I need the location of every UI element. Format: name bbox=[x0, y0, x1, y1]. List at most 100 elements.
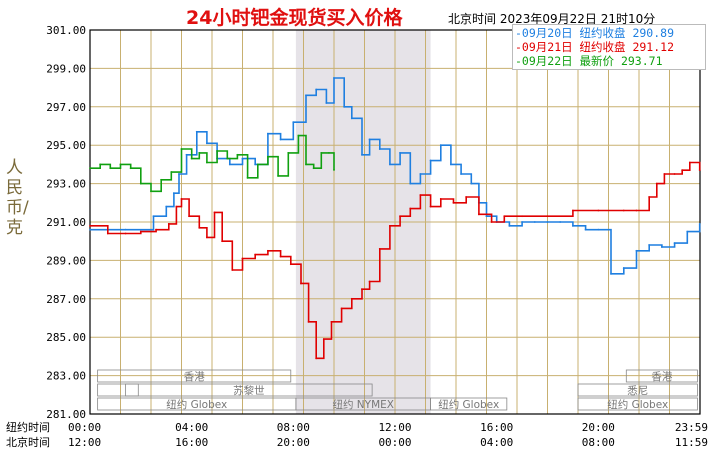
y-tick-label: 293.00 bbox=[46, 178, 86, 191]
market-session-label: 香港 bbox=[651, 371, 672, 383]
data-point bbox=[378, 148, 381, 150]
data-point bbox=[419, 173, 422, 175]
data-point bbox=[521, 221, 523, 223]
data-point bbox=[452, 201, 455, 204]
data-point bbox=[226, 157, 229, 160]
data-point bbox=[267, 155, 269, 158]
data-point bbox=[185, 153, 188, 156]
data-point bbox=[681, 169, 684, 172]
market-session-bar bbox=[577, 383, 698, 397]
data-point bbox=[198, 151, 201, 154]
data-point bbox=[322, 338, 325, 341]
chart-subtitle: 北京时间 2023年09月22日 21时10分 bbox=[448, 12, 656, 26]
x-axis-ticks: 纽约时间 00:00 04:00 08:00 12:00 16:00 20:00 23:59 北… bbox=[6, 420, 708, 449]
x-tick-label: 00:00 bbox=[378, 436, 411, 449]
data-point bbox=[460, 173, 462, 175]
data-point bbox=[660, 246, 663, 248]
data-point bbox=[635, 209, 638, 212]
data-point bbox=[99, 163, 102, 166]
data-point bbox=[673, 173, 676, 175]
data-point bbox=[89, 228, 91, 231]
x-tick-label: 12:00 bbox=[68, 436, 101, 449]
data-point bbox=[297, 134, 300, 137]
y-tick-label: 289.00 bbox=[46, 254, 86, 267]
market-session-bar bbox=[125, 383, 373, 397]
x-tick-label: 16:00 bbox=[175, 436, 208, 449]
data-point bbox=[465, 196, 468, 198]
y-tick-label: 285.00 bbox=[46, 331, 86, 344]
x-tick-label: 04:00 bbox=[175, 421, 208, 434]
data-point bbox=[663, 173, 666, 175]
x-tick-label: 20:00 bbox=[277, 436, 310, 449]
data-point bbox=[180, 148, 183, 150]
data-point bbox=[195, 130, 198, 133]
data-point bbox=[648, 244, 651, 246]
data-point bbox=[175, 205, 178, 208]
y-tick-label: 301.00 bbox=[46, 24, 86, 37]
data-point bbox=[307, 320, 310, 323]
data-point bbox=[389, 163, 391, 166]
x-tick-label: 11:59 bbox=[675, 436, 708, 449]
market-session-label: 香港 bbox=[184, 371, 205, 383]
market-session-bar bbox=[577, 397, 698, 411]
y-tick-label: 297.00 bbox=[46, 101, 86, 114]
legend-item-0921: -09月21日 纽约收盘 291.12 bbox=[515, 40, 675, 54]
data-point bbox=[292, 121, 295, 124]
data-point bbox=[328, 151, 330, 154]
data-point bbox=[287, 151, 290, 154]
data-point bbox=[267, 132, 269, 135]
y-axis-ticks: 281.00 283.00 285.00 287.00 289.00 291.00 293.… bbox=[46, 24, 86, 421]
legend: -09月20日 纽约收盘 290.89 -09月21日 纽约收盘 291.12 … bbox=[512, 24, 706, 70]
data-point bbox=[155, 228, 157, 231]
x-tick-label: 00:00 bbox=[68, 421, 101, 434]
data-point bbox=[698, 169, 701, 172]
data-point bbox=[477, 213, 480, 216]
data-point bbox=[688, 161, 691, 164]
data-point bbox=[503, 215, 506, 218]
data-point bbox=[320, 151, 323, 154]
data-point bbox=[378, 247, 381, 250]
market-session-bar bbox=[97, 369, 292, 383]
data-point bbox=[89, 167, 91, 170]
data-point bbox=[622, 209, 625, 212]
data-point bbox=[368, 138, 371, 141]
x-tick-label: 08:00 bbox=[277, 421, 310, 434]
plot-frame bbox=[89, 29, 701, 415]
data-point bbox=[315, 357, 318, 360]
data-point bbox=[559, 221, 562, 223]
data-point bbox=[350, 117, 353, 120]
data-point bbox=[172, 192, 175, 195]
data-point bbox=[546, 221, 549, 223]
data-point bbox=[325, 102, 328, 104]
y-axis-label: 人民币/克 bbox=[6, 158, 29, 238]
y-tick-label: 299.00 bbox=[46, 62, 86, 75]
x-tick-label: 08:00 bbox=[582, 436, 615, 449]
data-point bbox=[312, 167, 315, 170]
data-point bbox=[241, 257, 244, 260]
data-point bbox=[167, 223, 170, 225]
data-point bbox=[419, 194, 422, 197]
data-point bbox=[89, 224, 91, 227]
data-point bbox=[698, 223, 701, 225]
data-point bbox=[409, 207, 412, 210]
data-point bbox=[439, 198, 442, 200]
x-tick-label: 23:59 bbox=[675, 421, 708, 434]
data-point bbox=[350, 297, 353, 300]
y-tick-label: 281.00 bbox=[46, 408, 86, 421]
data-point bbox=[439, 144, 442, 147]
data-point bbox=[119, 163, 122, 166]
data-point bbox=[648, 196, 651, 198]
data-point bbox=[533, 221, 536, 223]
data-point bbox=[206, 236, 208, 239]
data-point bbox=[333, 77, 335, 79]
y-tick-label: 283.00 bbox=[46, 370, 86, 383]
market-session-bar bbox=[97, 383, 139, 397]
legend-item-0922: -09月22日 最新价 293.71 bbox=[515, 54, 663, 68]
data-point bbox=[129, 167, 132, 170]
data-point bbox=[409, 182, 412, 185]
data-point bbox=[635, 249, 638, 252]
data-point bbox=[213, 211, 216, 214]
series-line-1 bbox=[90, 161, 701, 360]
series-layer bbox=[89, 77, 701, 360]
